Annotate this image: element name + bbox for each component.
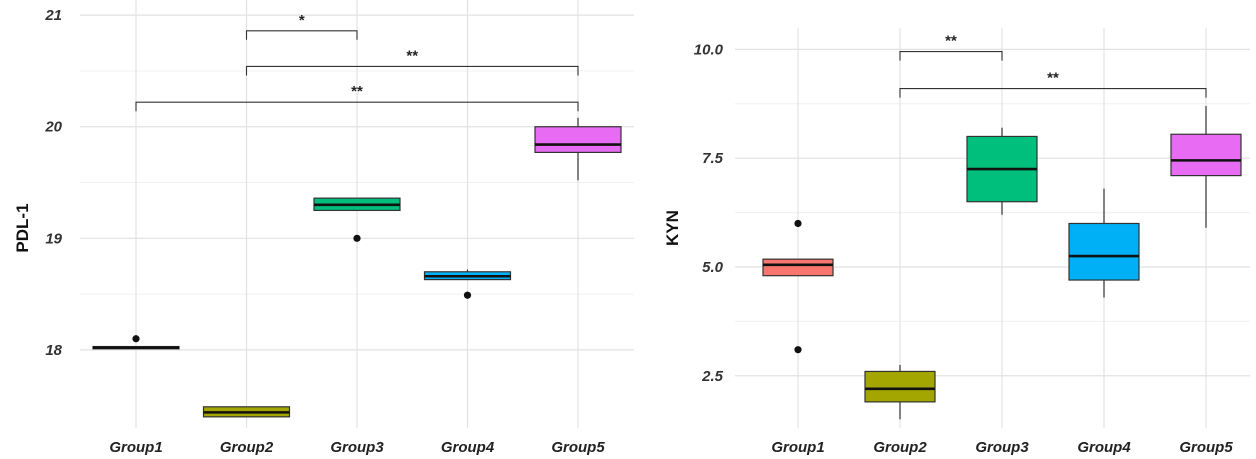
significance-label: * xyxy=(299,12,305,29)
pdl1-boxplot-panel: PDL-1 18 19 20 21 Group1 Group2 Group3 Group4 Gr… xyxy=(13,0,634,456)
y-tick-label: 7.5 xyxy=(702,150,724,167)
boxplot-group2 xyxy=(864,364,936,420)
kyn-boxplot-panel: KYN 2.5 5.0 7.5 10.0 Group1 Group2 Group3 Group… xyxy=(663,28,1250,456)
significance-bracket: ** xyxy=(135,83,579,112)
significance-bracket: ** xyxy=(899,33,1003,61)
boxplot-group1 xyxy=(762,219,834,354)
x-category-label: Group2 xyxy=(873,439,927,456)
y-tick-label: 2.5 xyxy=(701,368,724,385)
significance-bracket: * xyxy=(245,12,358,40)
box-iqr xyxy=(534,126,622,153)
box-iqr xyxy=(864,370,936,403)
significance-bracket: ** xyxy=(899,70,1207,98)
boxplot-group5 xyxy=(534,117,622,181)
y-tick-label: 21 xyxy=(44,7,62,24)
boxplot-group3 xyxy=(313,197,401,242)
y-tick-label: 10.0 xyxy=(694,41,724,58)
boxplot-group3 xyxy=(966,127,1038,215)
gridlines xyxy=(735,28,1250,428)
outlier-point xyxy=(794,346,802,354)
significance-label: ** xyxy=(406,47,418,64)
gridlines xyxy=(80,0,634,428)
x-category-label: Group5 xyxy=(1179,439,1233,456)
x-category-label: Group3 xyxy=(975,439,1029,456)
y-tick-label: 19 xyxy=(45,230,62,247)
pdl1-y-axis-title: PDL-1 xyxy=(13,203,32,252)
y-tick-label: 5.0 xyxy=(702,259,724,276)
outlier-point xyxy=(463,291,472,299)
significance-label: ** xyxy=(351,83,363,100)
bracket-line xyxy=(899,88,1207,98)
bracket-line xyxy=(135,101,579,112)
x-category-label: Group4 xyxy=(1077,439,1131,456)
outlier-point xyxy=(794,219,802,228)
x-category-label: Group2 xyxy=(220,439,274,456)
outlier-point xyxy=(132,335,140,343)
significance-bracket: ** xyxy=(245,47,579,76)
boxplot-group4 xyxy=(1068,188,1140,298)
box-iqr xyxy=(762,258,834,277)
y-tick-label: 18 xyxy=(45,342,62,359)
outlier-point xyxy=(353,234,361,242)
bracket-line xyxy=(245,30,358,40)
boxplot-group4 xyxy=(423,269,512,299)
x-category-label: Group4 xyxy=(441,439,495,456)
box-iqr xyxy=(1170,133,1242,177)
kyn-y-axis-title: KYN xyxy=(663,210,682,246)
significance-label: ** xyxy=(945,33,957,50)
boxplot-group5 xyxy=(1170,105,1242,228)
x-category-label: Group3 xyxy=(330,439,384,456)
x-category-label: Group1 xyxy=(771,439,824,456)
bracket-line xyxy=(245,65,579,76)
bracket-line xyxy=(899,51,1003,61)
boxplot-group1 xyxy=(92,335,180,350)
x-category-label: Group1 xyxy=(109,439,162,456)
box-iqr xyxy=(1068,222,1140,281)
boxplot-group2 xyxy=(202,406,291,418)
x-category-label: Group5 xyxy=(551,439,605,456)
y-tick-label: 20 xyxy=(44,119,62,136)
significance-label: ** xyxy=(1047,70,1059,87)
